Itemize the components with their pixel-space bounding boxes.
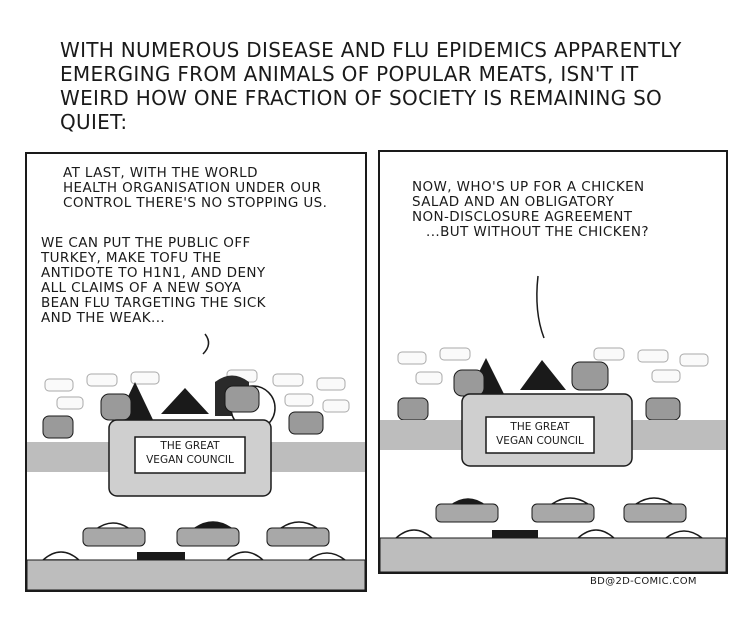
sign-line: Vegan Council [496,435,584,447]
sign-line: The Great [160,440,220,452]
speech-line: antidote to H1N1, and deny [41,265,266,281]
comic-caption: With numerous disease and flu epidemics … [60,38,710,134]
speech-text-2: Now, who's up for a chicken salad and an… [412,180,649,240]
speech-line: control there's no stopping us. [63,195,328,211]
council-name-sign: The Great Vegan Council [137,439,243,467]
speech-line: turkey, make tofu the [41,250,222,266]
speech-line: all claims of a new soya [41,280,242,296]
speech-line: We can put the public off [41,235,251,251]
speech-line: bean flu targeting the sick [41,295,266,311]
speech-line: non-disclosure agreement [412,209,633,225]
author-credit: bd@2d-comic.com [590,576,697,587]
comic-panel-1: At last, with the World Health Organisat… [25,152,367,592]
speech-line: and the weak... [41,310,166,326]
council-name-sign: The Great Vegan Council [488,420,592,448]
caption-line: emerging from animals of popular meats, … [60,62,639,86]
speech-line: At last, with the World [63,165,258,181]
comic-panel-2: Now, who's up for a chicken salad and an… [378,150,728,574]
speech-line: Now, who's up for a chicken [412,179,645,195]
sign-line: Vegan Council [146,454,234,466]
speech-text-1b: We can put the public off turkey, make t… [41,236,266,326]
council-chamber-illustration [27,333,365,590]
sign-line: The Great [510,421,570,433]
speech-line: Health Organisation under our [63,180,322,196]
speech-text-1a: At last, with the World Health Organisat… [63,166,327,211]
speech-line: salad and an obligatory [412,194,615,210]
caption-line: With numerous disease and flu epidemics … [60,38,682,62]
speech-line: ...but without the chicken? [426,224,649,240]
caption-line: weird how one fraction of society is rem… [60,86,663,134]
council-chamber-illustration [380,275,726,572]
